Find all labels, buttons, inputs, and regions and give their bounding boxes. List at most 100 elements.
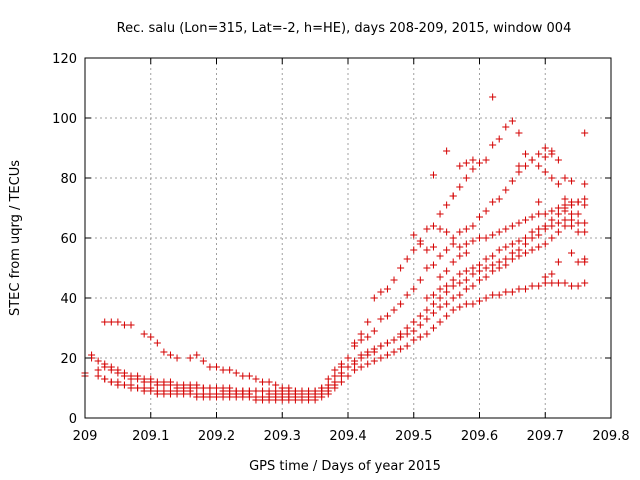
data-point — [462, 240, 470, 248]
data-point — [508, 177, 516, 185]
data-point — [166, 378, 174, 386]
data-point — [436, 210, 444, 218]
data-point — [502, 186, 510, 194]
data-point — [581, 228, 589, 236]
data-point — [252, 387, 260, 395]
data-point — [114, 381, 122, 389]
data-point — [390, 348, 398, 356]
data-point — [180, 381, 188, 389]
data-point — [226, 384, 234, 392]
data-point — [259, 378, 267, 386]
data-point — [140, 330, 148, 338]
data-point — [541, 210, 549, 218]
data-point — [515, 252, 523, 260]
data-point — [522, 150, 530, 158]
data-point — [180, 390, 188, 398]
data-point — [443, 288, 451, 296]
data-point — [416, 312, 424, 320]
data-point — [548, 279, 556, 287]
data-point — [423, 306, 431, 314]
data-point — [160, 390, 168, 398]
data-point — [548, 147, 556, 155]
data-point — [476, 213, 483, 221]
data-point — [574, 258, 582, 266]
data-point — [390, 276, 398, 284]
data-point — [462, 174, 470, 182]
data-point — [541, 144, 549, 152]
data-point — [462, 276, 470, 284]
data-point — [568, 282, 576, 290]
data-point — [495, 258, 503, 266]
data-point — [114, 366, 122, 374]
data-point — [305, 390, 313, 398]
data-point — [403, 291, 411, 299]
data-point — [515, 168, 523, 176]
data-point — [107, 378, 115, 386]
data-point — [548, 234, 556, 242]
data-point — [462, 267, 470, 275]
data-point — [285, 384, 293, 392]
y-tick-label: 80 — [60, 172, 77, 187]
data-point — [245, 387, 253, 395]
data-point — [324, 384, 332, 392]
y-tick-label: 120 — [52, 52, 77, 67]
data-point — [528, 282, 536, 290]
data-point — [568, 222, 576, 230]
data-point — [581, 180, 589, 188]
data-point — [429, 171, 437, 179]
data-point — [508, 222, 516, 230]
data-point — [153, 378, 161, 386]
data-point — [495, 291, 503, 299]
data-point — [397, 330, 405, 338]
data-point — [403, 342, 411, 350]
data-point — [147, 333, 155, 341]
data-point — [370, 294, 378, 302]
data-point — [535, 150, 543, 158]
data-point — [522, 162, 530, 170]
data-point — [574, 210, 582, 218]
data-point — [416, 321, 424, 329]
data-point — [344, 372, 352, 380]
data-point — [528, 156, 536, 164]
data-point — [423, 246, 431, 254]
x-tick-label: 209.7 — [527, 429, 564, 444]
data-point — [495, 228, 503, 236]
x-tick-label: 209.3 — [264, 429, 301, 444]
data-point — [423, 315, 431, 323]
data-point — [489, 231, 497, 239]
data-point — [456, 270, 464, 278]
data-point — [522, 234, 530, 242]
data-point — [239, 393, 247, 401]
data-point — [574, 198, 582, 206]
data-point — [101, 318, 109, 326]
data-point — [554, 204, 562, 212]
data-point — [449, 294, 457, 302]
data-point — [502, 255, 510, 263]
x-tick-label: 209.2 — [198, 429, 235, 444]
data-point — [443, 147, 451, 155]
y-axis-label: STEC from uqrg / TECUs — [8, 160, 23, 316]
data-point — [449, 258, 457, 266]
data-point — [226, 366, 234, 374]
data-point — [245, 372, 253, 380]
data-point — [364, 318, 372, 326]
data-point — [166, 390, 174, 398]
data-point — [351, 366, 359, 374]
data-point — [120, 381, 128, 389]
data-point — [331, 372, 339, 380]
data-point — [469, 237, 477, 245]
data-point — [515, 285, 523, 293]
data-point — [535, 162, 543, 170]
data-point — [166, 351, 174, 359]
data-point — [456, 279, 464, 287]
data-point — [443, 312, 451, 320]
data-point — [410, 285, 418, 293]
data-point — [278, 390, 286, 398]
data-point — [528, 246, 536, 254]
data-point — [199, 357, 207, 365]
data-point — [232, 387, 240, 395]
data-point — [489, 198, 497, 206]
data-point — [311, 390, 319, 398]
y-tick-label: 40 — [60, 292, 77, 307]
data-point — [311, 396, 319, 404]
